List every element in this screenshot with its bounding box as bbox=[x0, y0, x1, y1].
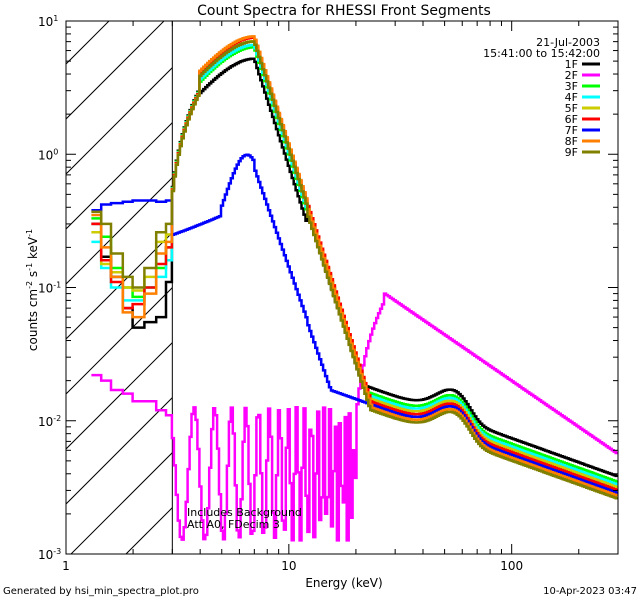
y-tick-label: 101 bbox=[38, 14, 58, 29]
series-line-2F bbox=[91, 292, 618, 542]
y-tick-label: 10-1 bbox=[38, 281, 61, 296]
chart-title: Count Spectra for RHESSI Front Segments bbox=[197, 3, 491, 19]
axis-ticks bbox=[65, 21, 619, 555]
legend-label-1F: 1F bbox=[565, 58, 578, 71]
y-axis-label-exp1: -2 bbox=[25, 281, 34, 289]
date-label: 21-Jul-2003 bbox=[536, 36, 600, 49]
x-tick-labels: 1 10 100 bbox=[62, 559, 523, 573]
y-tick-label: 10-2 bbox=[38, 414, 61, 429]
legend-label-8F: 8F bbox=[565, 135, 578, 148]
x-axis-label: Energy (keV) bbox=[305, 576, 382, 590]
legend-label-9F: 9F bbox=[565, 146, 578, 159]
legend-label-2F: 2F bbox=[565, 69, 578, 82]
y-axis-label-exp2: -1 bbox=[25, 263, 34, 271]
annotation-attenuator: Att A0, FDecim 3 bbox=[187, 518, 280, 531]
y-axis-label-end: keV bbox=[26, 236, 40, 263]
footer-generated-by: Generated by hsi_min_spectra_plot.pro bbox=[3, 586, 199, 597]
hatch-line bbox=[66, 396, 173, 505]
y-tick-label: 100 bbox=[38, 147, 58, 162]
hatch-line bbox=[621, 21, 640, 554]
y-axis-label-base: counts cm bbox=[26, 289, 40, 351]
series-line-1F bbox=[91, 57, 618, 478]
legend-label-3F: 3F bbox=[565, 80, 578, 93]
y-axis-label-mid: s bbox=[26, 271, 40, 281]
y-tick-label: 10-3 bbox=[38, 547, 61, 562]
series-line-3F bbox=[91, 45, 618, 483]
y-tick-labels: 10-3 10-2 10-1 100 101 bbox=[38, 14, 61, 562]
series-layer bbox=[91, 35, 618, 542]
time-range-label: 15:41:00 to 15:42:00 bbox=[483, 47, 600, 60]
legend-label-7F: 7F bbox=[565, 124, 578, 137]
hatch-line bbox=[70, 451, 173, 554]
hatch-line bbox=[66, 66, 173, 175]
series-line-7F bbox=[91, 153, 618, 494]
x-tick-label: 1 bbox=[62, 559, 70, 573]
y-axis-label-exp3: -1 bbox=[25, 229, 34, 237]
legend-label-6F: 6F bbox=[565, 113, 578, 126]
series-line-5F bbox=[91, 39, 618, 489]
legend-label-5F: 5F bbox=[565, 102, 578, 115]
hatch-line bbox=[401, 21, 640, 554]
series-line-4F bbox=[91, 43, 618, 486]
y-axis-label: counts cm-2 s-1 keV-1 bbox=[25, 229, 40, 351]
hatch-line bbox=[66, 21, 165, 120]
annotation-background: Includes Background bbox=[187, 506, 302, 519]
x-tick-label: 100 bbox=[500, 559, 523, 573]
footer-date: 10-Apr-2023 03:47 bbox=[543, 586, 637, 597]
x-tick-label: 10 bbox=[281, 559, 296, 573]
legend-label-4F: 4F bbox=[565, 91, 578, 104]
series-line-6F bbox=[91, 36, 618, 492]
series-line-9F bbox=[91, 40, 618, 500]
series-line-8F bbox=[91, 35, 618, 497]
